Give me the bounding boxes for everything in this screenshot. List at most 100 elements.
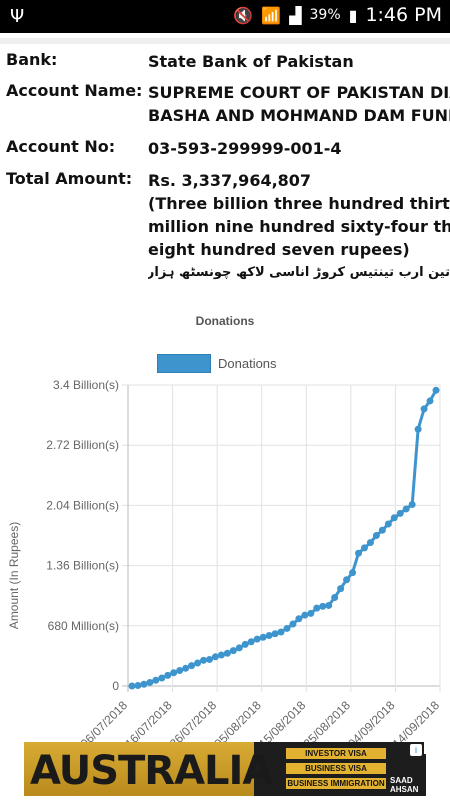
data-point [396,509,404,517]
data-point [134,682,142,690]
ad-business-visa[interactable]: BUSINESS VISA [286,763,386,774]
data-point [360,544,368,552]
data-point [247,638,255,646]
amount-urdu: تین ارب تینتیس کروڑ اناسی لاکھ چونسٹھ ہز… [148,265,450,280]
wifi-icon: 📶 [261,5,282,25]
data-point [325,601,333,609]
chart-title: Donations [195,314,255,328]
bank-label: Bank: [6,50,58,69]
ad-image: AUSTRALIA [24,742,273,796]
amount-words-line2: million nine hundred sixty-four thousand [148,217,450,236]
data-point [158,674,166,682]
data-point [194,659,202,667]
series-line-donations [131,389,438,688]
data-point [366,539,374,547]
data-point [372,532,380,539]
mute-icon: 🔇 [233,5,254,25]
x-tick-label: 14/09/2018 [390,698,443,742]
x-tick-label: 05/08/2018 [211,698,264,742]
amount-words-line3: eight hundred seven rupees) [148,240,410,259]
data-point [331,593,339,601]
data-point [343,576,351,584]
data-point [420,405,428,413]
x-tick-label: 04/09/2018 [345,698,398,742]
data-point [140,680,148,688]
total-amount-value: Rs. 3,337,964,807 [148,171,312,190]
data-point [182,664,190,672]
account-name-line2: BASHA AND MOHMAND DAM FUND [148,106,450,125]
data-point [414,425,422,433]
y-tick-label: 0 [112,679,119,693]
usb-icon: Ψ [10,6,25,27]
x-tick-label: 25/08/2018 [301,698,354,742]
ad-headline: AUSTRALIA [30,748,273,794]
data-point [265,632,273,640]
ad-close-icon[interactable]: ✕ [424,742,426,754]
signal-icon: ▟ [289,5,302,25]
data-point [307,609,315,617]
data-point [283,624,291,632]
y-tick-label: 680 Million(s) [48,619,119,633]
account-name-label: Account Name: [6,81,143,100]
data-point [170,669,178,677]
account-name-line1: SUPREME COURT OF PAKISTAN DIAMER [148,83,450,102]
data-point [229,647,237,655]
account-no-value: 03-593-299999-001-4 [148,139,342,158]
data-point [384,520,392,528]
donations-line-chart: 0 680 Million(s) 1.36 Billion(s) 2.04 Billi… [7,378,443,742]
ad-investor-visa[interactable]: INVESTOR VISA [286,748,386,759]
data-point [295,615,303,623]
data-point [241,640,249,648]
y-tick-label: 2.04 Billion(s) [46,498,119,512]
data-point [277,628,285,636]
data-point [253,635,261,643]
data-point [176,667,184,675]
data-point [211,653,219,661]
clock: 1:46 PM [365,4,442,26]
data-point [355,549,363,557]
data-point [205,655,213,663]
ad-info-icon[interactable]: i [410,744,422,756]
y-tick-label: 3.4 Billion(s) [53,378,119,392]
y-tick-label: 1.36 Billion(s) [46,559,119,573]
header-divider [0,38,450,44]
status-bar: Ψ 🔇 📶 ▟ 39% ▮ 1:46 PM [0,0,450,33]
chart-legend[interactable]: Donations [157,354,277,373]
data-point [223,649,231,657]
data-point [390,514,398,522]
data-point [337,585,345,593]
ad-banner[interactable]: AUSTRALIA INVESTOR VISA BUSINESS VISA BU… [24,742,426,796]
data-point [164,671,172,679]
data-point [200,656,208,664]
legend-swatch [157,354,211,373]
account-no-label: Account No: [6,137,116,156]
bank-value: State Bank of Pakistan [148,52,354,71]
data-point [235,644,243,652]
data-point [349,569,357,577]
data-point [378,526,386,534]
data-point [432,386,440,394]
data-point [301,611,309,619]
legend-label: Donations [218,356,277,371]
data-point [402,505,410,513]
data-point [259,633,267,641]
x-tick-label: 06/07/2018 [78,698,131,742]
data-point [426,397,434,405]
data-point [271,630,279,638]
account-info: Bank: State Bank of Pakistan Account Nam… [0,50,450,284]
y-tick-label: 2.72 Billion(s) [46,438,119,452]
data-point [289,620,297,628]
x-tick-label: 16/07/2018 [122,698,175,742]
x-tick-label: 15/08/2018 [256,698,309,742]
battery-level: 39% [309,7,341,23]
data-point [128,682,136,690]
battery-icon: ▮ [348,5,358,25]
ad-business-immigration[interactable]: BUSINESS IMMIGRATION [286,778,386,789]
y-axis-label: Amount (In Rupees) [7,522,21,629]
data-point [313,604,321,612]
data-point [319,602,327,610]
data-point [408,501,416,509]
data-point [146,678,154,686]
x-tick-label: 26/07/2018 [167,698,220,742]
data-point [152,676,160,684]
